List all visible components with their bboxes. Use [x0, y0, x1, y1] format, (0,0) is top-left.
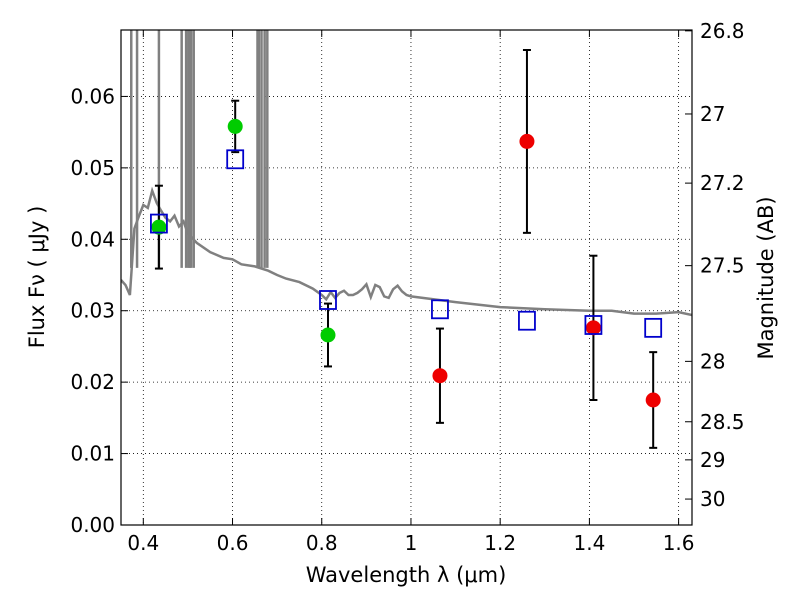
- model-spectrum-line: [121, 186, 692, 317]
- y-axis-label: Flux Fν ( μJy ): [25, 206, 49, 349]
- model-photometry-square: [226, 149, 245, 170]
- y-tick-label: 0.00: [70, 513, 115, 537]
- error-bars: [154, 49, 658, 449]
- right-tick-label: 27.2: [700, 171, 745, 195]
- grid-lines: [121, 30, 692, 526]
- model-spectrum: [121, 30, 692, 317]
- red-point: [645, 392, 661, 408]
- right-tick-label: 30: [700, 487, 725, 511]
- y-tick-label: 0.06: [70, 84, 115, 108]
- green-point: [227, 118, 243, 134]
- right-tick-label: 29: [700, 448, 725, 472]
- green-point: [151, 219, 167, 235]
- red-point: [585, 320, 601, 336]
- x-tick-label: 1.2: [484, 531, 516, 555]
- red-point: [432, 368, 448, 384]
- model-photometry-square: [644, 317, 663, 338]
- x-tick-label: 0.8: [306, 531, 338, 555]
- x-tick-label: 0.4: [127, 531, 159, 555]
- model-photometry-square: [584, 315, 603, 335]
- red-point: [519, 133, 535, 149]
- axis-ticks: [121, 30, 692, 526]
- model-photometry-square: [319, 290, 337, 310]
- right-tick-label: 27: [700, 102, 725, 126]
- model-photometry-square: [518, 310, 536, 331]
- x-tick-label: 1.4: [573, 531, 605, 555]
- x-tick-label: 1: [405, 531, 418, 555]
- model-photometry-square: [431, 299, 449, 320]
- data-markers: [150, 118, 663, 408]
- y-tick-label: 0.01: [70, 442, 115, 466]
- model-photometry-square: [150, 213, 168, 234]
- green-point: [320, 327, 336, 343]
- x-axis-label: Wavelength λ (μm): [306, 563, 507, 587]
- y-tick-label: 0.05: [70, 156, 115, 180]
- right-tick-label: 28: [700, 349, 725, 373]
- right-tick-label: 27.5: [700, 254, 745, 278]
- right-axis-label: Magnitude (AB): [754, 196, 778, 359]
- x-tick-label: 1.6: [663, 531, 695, 555]
- right-tick-label: 28.5: [700, 410, 745, 434]
- y-tick-label: 0.04: [70, 227, 115, 251]
- y-tick-label: 0.02: [70, 370, 115, 394]
- x-tick-label: 0.6: [217, 531, 249, 555]
- axis-tick-labels: 0.4 0.6 0.8 1 1.2 1.4 1.6 0.00 0.01 0.02 0.03 0.04 0…: [70, 19, 744, 555]
- right-tick-label: 26.8: [700, 19, 745, 43]
- plot-frame: [120, 29, 693, 526]
- y-tick-label: 0.03: [70, 299, 115, 323]
